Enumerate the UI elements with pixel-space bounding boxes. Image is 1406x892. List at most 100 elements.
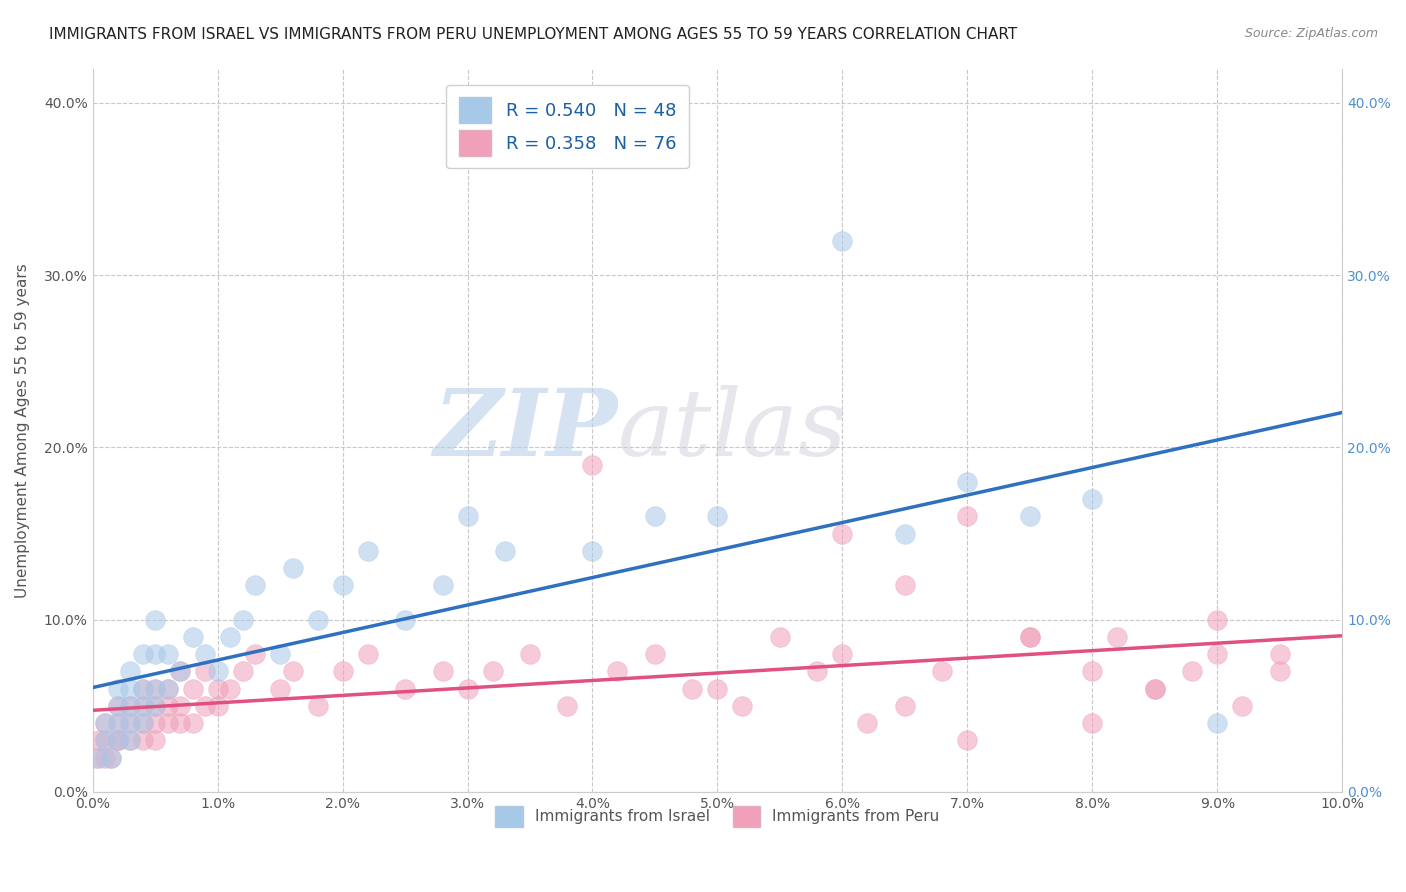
Point [143,647,166,661]
Point [831,647,853,661]
Point [581,458,603,472]
Legend: Immigrants from Israel, Immigrants from Peru: Immigrants from Israel, Immigrants from … [488,798,948,835]
Point [131,698,153,713]
Text: atlas: atlas [617,385,846,475]
Point [87,733,110,747]
Point [394,681,416,696]
Point [706,509,728,524]
Point [94,716,117,731]
Point [931,665,953,679]
Point [207,665,229,679]
Point [307,613,329,627]
Point [432,578,454,592]
Point [169,698,191,713]
Text: Source: ZipAtlas.com: Source: ZipAtlas.com [1244,27,1378,40]
Point [107,698,129,713]
Point [281,561,304,575]
Point [194,698,217,713]
Point [120,733,142,747]
Text: IMMIGRANTS FROM ISRAEL VS IMMIGRANTS FROM PERU UNEMPLOYMENT AMONG AGES 55 TO 59 : IMMIGRANTS FROM ISRAEL VS IMMIGRANTS FRO… [49,27,1018,42]
Point [181,681,204,696]
Point [94,750,117,764]
Point [557,698,579,713]
Point [706,681,728,696]
Point [107,716,129,731]
Point [831,234,853,248]
Point [1268,647,1291,661]
Point [356,544,378,558]
Point [100,750,122,764]
Point [281,665,304,679]
Point [194,647,217,661]
Point [169,665,191,679]
Point [606,665,628,679]
Point [856,716,879,731]
Point [356,647,378,661]
Point [107,681,129,696]
Point [120,733,142,747]
Point [156,681,179,696]
Point [1206,716,1229,731]
Point [156,716,179,731]
Point [1018,630,1040,644]
Point [120,665,142,679]
Point [457,681,479,696]
Point [143,681,166,696]
Point [100,750,122,764]
Point [1268,665,1291,679]
Point [432,665,454,679]
Point [107,698,129,713]
Point [519,647,541,661]
Point [332,578,354,592]
Point [481,665,503,679]
Point [681,681,703,696]
Point [143,698,166,713]
Point [143,681,166,696]
Point [457,509,479,524]
Point [1143,681,1166,696]
Point [87,750,110,764]
Point [131,681,153,696]
Point [894,578,917,592]
Point [143,716,166,731]
Point [143,698,166,713]
Point [1081,665,1104,679]
Point [831,526,853,541]
Point [181,630,204,644]
Point [243,647,266,661]
Point [1206,647,1229,661]
Text: ZIP: ZIP [433,385,617,475]
Point [86,750,108,764]
Point [107,733,129,747]
Point [107,733,129,747]
Y-axis label: Unemployment Among Ages 55 to 59 years: Unemployment Among Ages 55 to 59 years [15,263,30,598]
Point [894,526,917,541]
Point [156,698,179,713]
Point [120,716,142,731]
Point [131,716,153,731]
Point [332,665,354,679]
Point [120,698,142,713]
Point [956,733,979,747]
Point [156,647,179,661]
Point [956,475,979,489]
Point [644,647,666,661]
Point [143,613,166,627]
Point [1081,492,1104,507]
Point [94,733,117,747]
Point [1181,665,1204,679]
Point [107,716,129,731]
Point [269,647,291,661]
Point [1206,613,1229,627]
Point [94,716,117,731]
Point [394,613,416,627]
Point [131,647,153,661]
Point [131,698,153,713]
Point [1018,509,1040,524]
Point [232,613,254,627]
Point [307,698,329,713]
Point [1081,716,1104,731]
Point [169,665,191,679]
Point [232,665,254,679]
Point [194,665,217,679]
